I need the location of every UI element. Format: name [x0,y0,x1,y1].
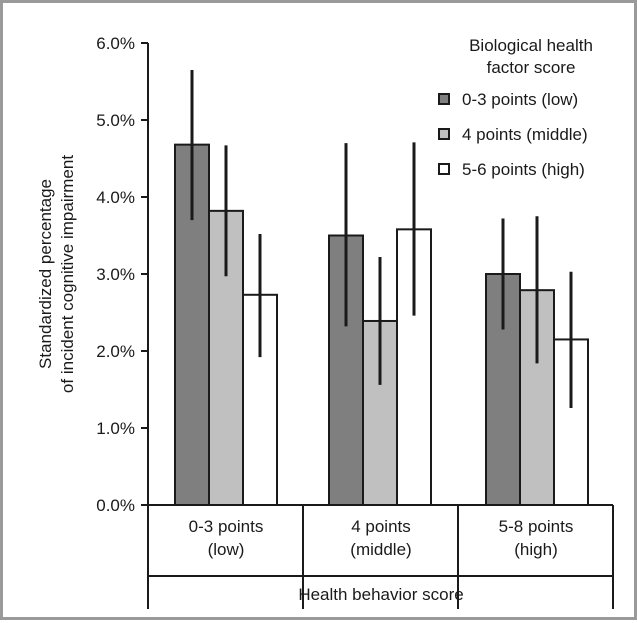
y-tick-label: 3.0% [96,265,135,284]
y-tick-label: 6.0% [96,34,135,53]
bars-layer [174,143,589,507]
bar-chart: 0.0% 1.0% 2.0% 3.0% 4.0% 5.0% 6.0% 0-3 points (l… [36,34,614,609]
legend-swatch-0 [438,93,450,105]
legend-swatch-1 [438,128,450,140]
category-label: (middle) [350,540,411,559]
legend: Biological health factor score 0-3 points … [438,36,593,179]
legend-label-0: 0-3 points (low) [462,90,578,109]
y-tick-label: 4.0% [96,188,135,207]
y-axis-title-line-2: of incident cognitive impairment [58,155,77,393]
legend-label-1: 4 points (middle) [462,125,588,144]
y-tick-label: 0.0% [96,496,135,515]
y-tick-label: 1.0% [96,419,135,438]
y-tick-label: 5.0% [96,111,135,130]
legend-swatch-2 [438,163,450,175]
y-tick-label: 2.0% [96,342,135,361]
category-label: (high) [514,540,557,559]
category-label: 4 points [351,517,411,536]
category-label: 5-8 points [499,517,574,536]
category-label: 0-3 points [189,517,264,536]
error-bars-layer [190,69,573,408]
category-label: (low) [208,540,245,559]
legend-label-2: 5-6 points (high) [462,160,585,179]
legend-title-line-1: Biological health [469,36,593,55]
y-axis-title-line-1: Standardized percentage [36,179,55,369]
labels-layer: 0.0% 1.0% 2.0% 3.0% 4.0% 5.0% 6.0% 0-3 points (l… [36,34,573,604]
x-axis-title: Health behavior score [298,585,463,604]
legend-title-line-2: factor score [487,58,576,77]
